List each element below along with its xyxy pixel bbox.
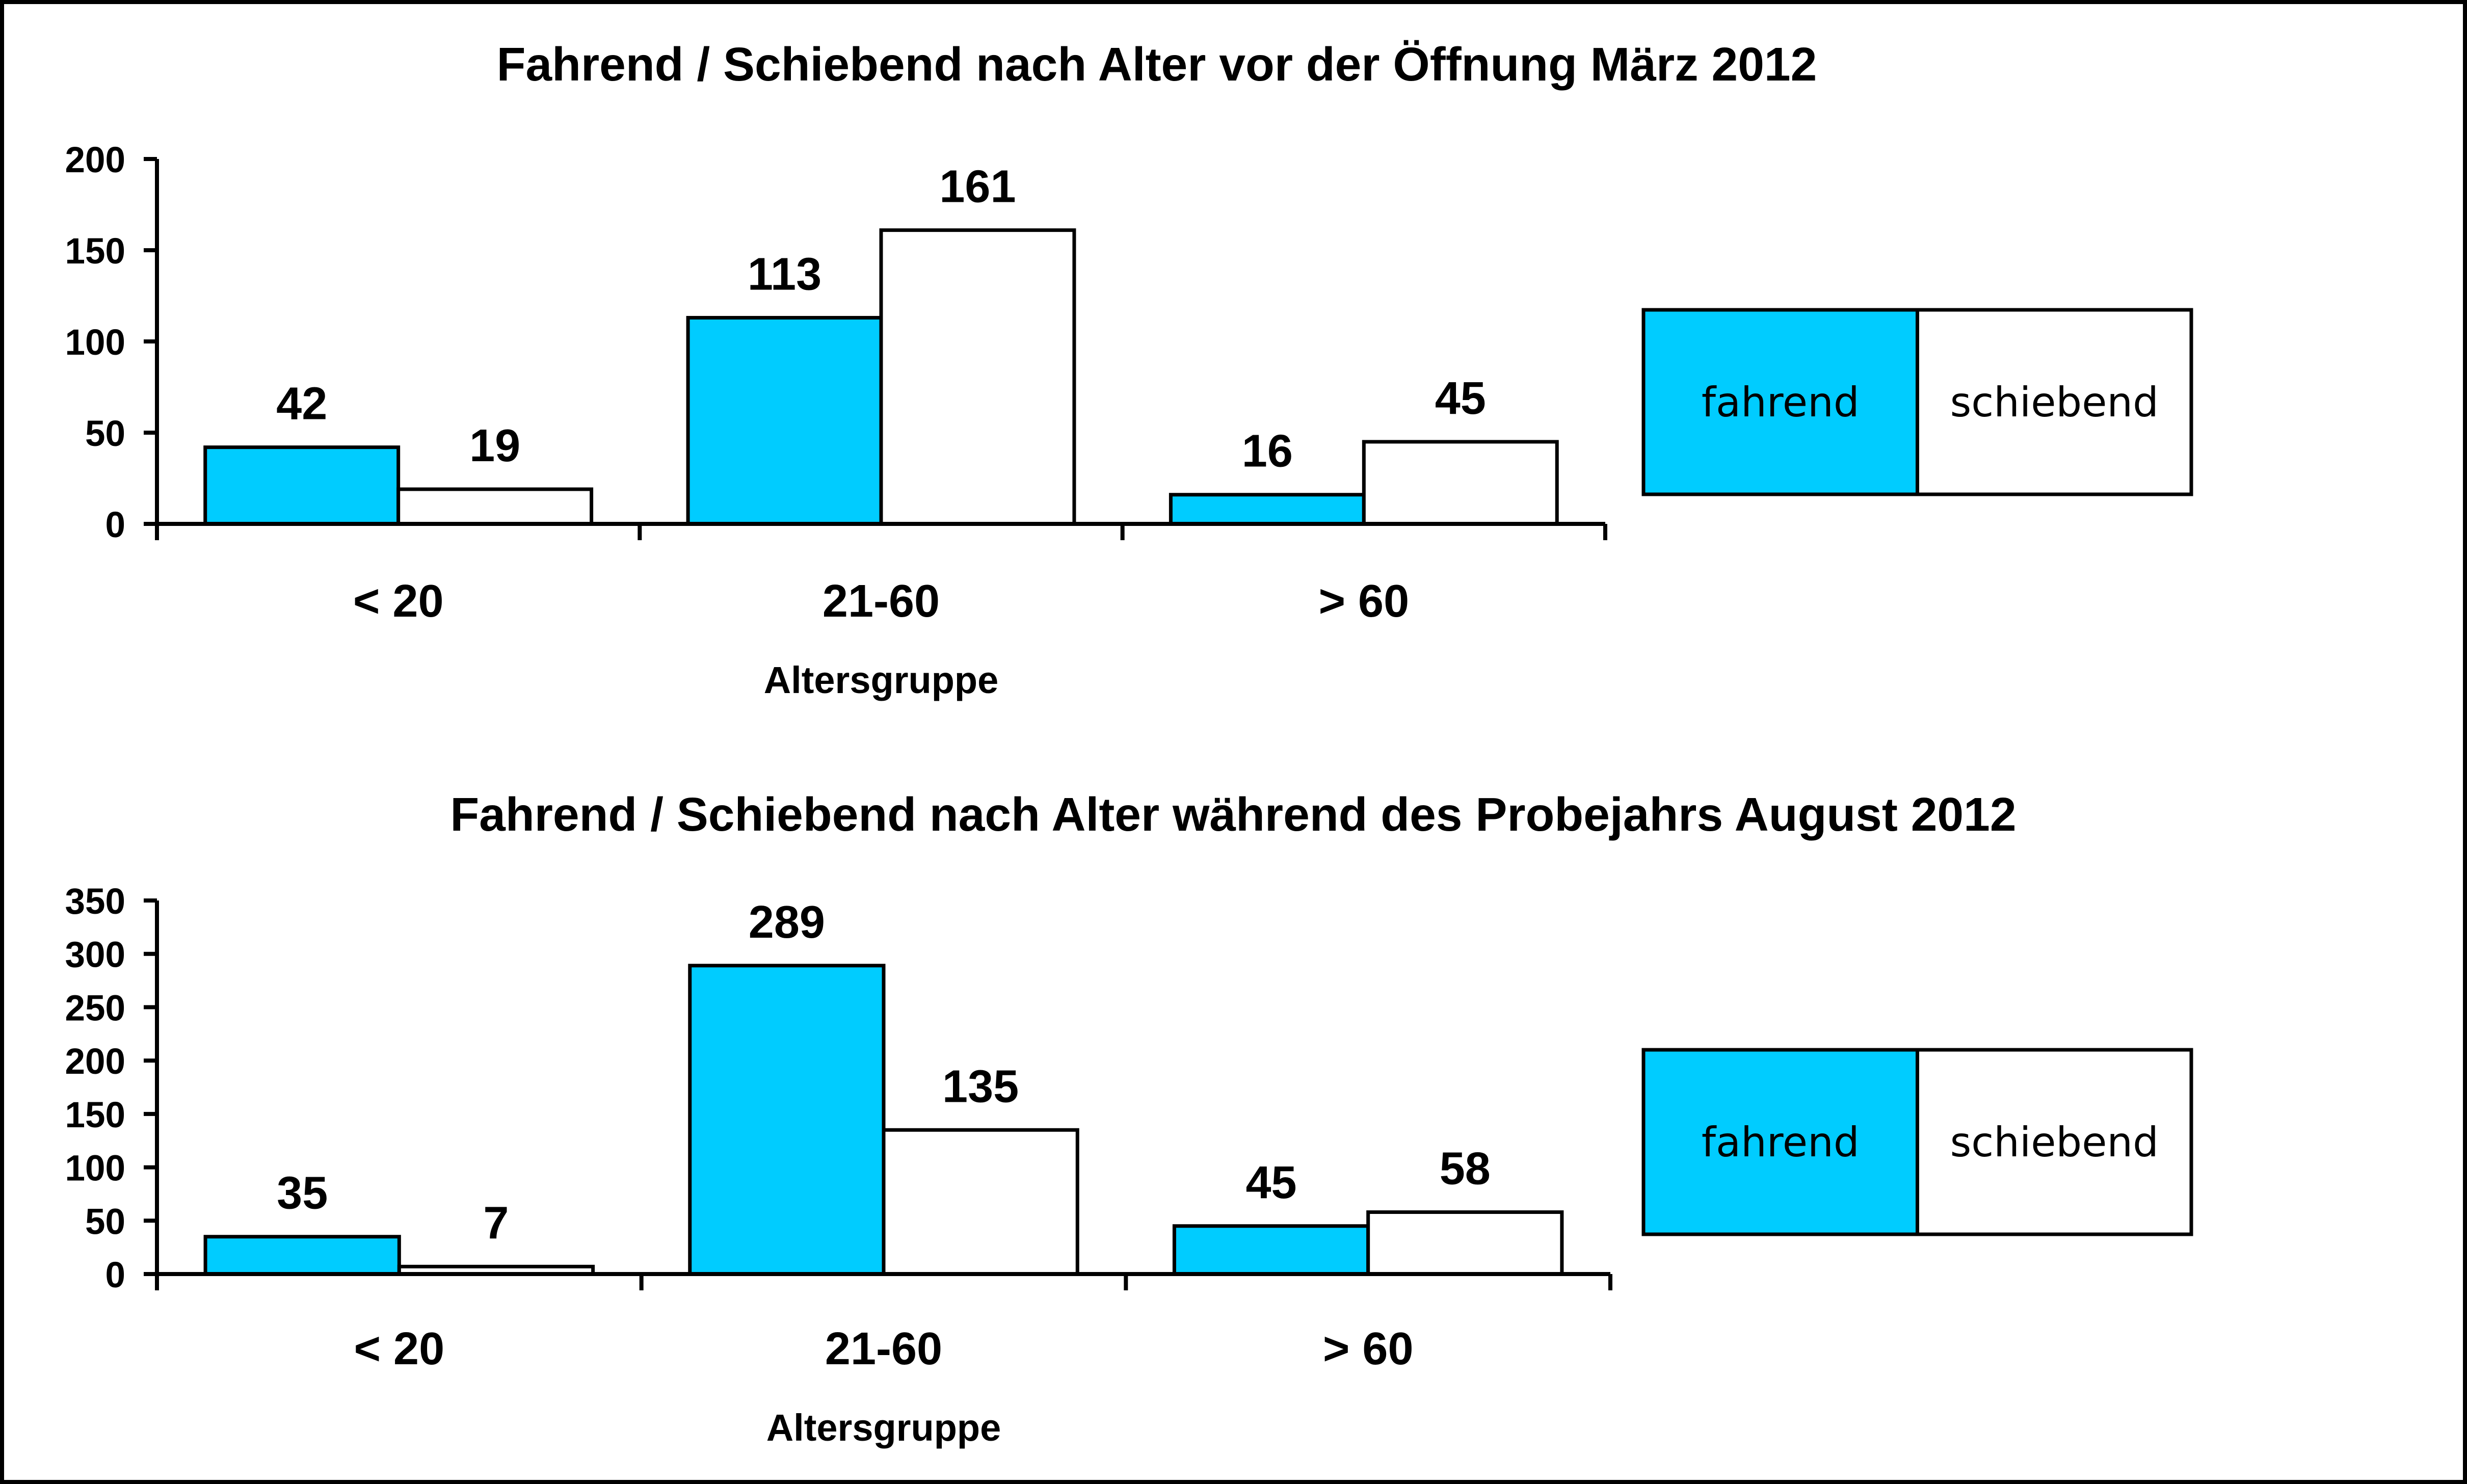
bar-fahrend-2	[686, 315, 883, 526]
y-tick-label-group: 0 50 100 150 200 250 300 350	[65, 882, 125, 1295]
data-label-fahrend-1: 35	[277, 1168, 328, 1219]
category-label: > 60	[1318, 576, 1409, 627]
y-tick-label: 250	[65, 988, 125, 1028]
bar-schiebend-3	[1366, 1210, 1564, 1276]
bar-group	[203, 964, 1564, 1276]
x-axis-title: Altersgruppe	[766, 1407, 1001, 1449]
y-tick-label: 350	[65, 882, 125, 922]
y-tick-label: 50	[85, 1202, 125, 1242]
legend-label-schiebend: schiebend	[1950, 1119, 2159, 1166]
y-tick-label: 150	[65, 231, 125, 272]
data-label-schiebend-1: 19	[469, 420, 520, 471]
bar-fahrend-3	[1169, 493, 1366, 526]
axes-group	[144, 898, 1612, 1290]
bar-schiebend-2	[879, 228, 1076, 526]
bar-fahrend-1	[203, 445, 401, 526]
legend-swatch-schiebend	[1916, 308, 2193, 496]
chart-title: Fahrend / Schiebend nach Alter während d…	[450, 788, 2016, 841]
data-label-fahrend-2: 289	[749, 897, 825, 948]
data-label-fahrend-3: 45	[1245, 1157, 1296, 1208]
x-axis-title: Altersgruppe	[764, 659, 999, 701]
legend-label-fahrend: fahrend	[1702, 1119, 1860, 1166]
y-tick-label: 300	[65, 935, 125, 975]
data-label-schiebend-3: 58	[1440, 1144, 1491, 1195]
y-tick-label: 100	[65, 323, 125, 363]
data-label-group: 35 7 289 135 45 58	[277, 897, 1491, 1249]
legend: fahrend schiebend	[1641, 1048, 2193, 1236]
legend: fahrend schiebend	[1641, 308, 2193, 496]
y-tick-label: 100	[65, 1149, 125, 1189]
category-label: < 20	[353, 576, 444, 627]
legend-label-schiebend: schiebend	[1950, 379, 2159, 426]
category-label-group: < 20 21-60 > 60	[354, 1323, 1413, 1374]
data-label-group: 42 19 113 161 16 45	[276, 162, 1486, 477]
y-tick-label: 200	[65, 1042, 125, 1082]
category-label: 21-60	[823, 576, 940, 627]
y-tick-label: 0	[105, 1255, 126, 1295]
chart-title: Fahrend / Schiebend nach Alter vor der Ö…	[497, 38, 1817, 91]
data-label-schiebend-2: 135	[942, 1061, 1019, 1112]
chart-1-before-opening: Fahrend / Schiebend nach Alter vor der Ö…	[65, 38, 2193, 701]
bar-fahrend-1	[203, 1235, 401, 1276]
data-label-fahrend-2: 113	[748, 249, 821, 300]
data-label-schiebend-1: 7	[483, 1198, 509, 1249]
legend-swatch-schiebend	[1916, 1048, 2193, 1236]
category-label-group: < 20 21-60 > 60	[353, 576, 1409, 627]
category-label: > 60	[1323, 1323, 1414, 1374]
data-label-schiebend-2: 161	[939, 162, 1016, 213]
bar-schiebend-2	[882, 1128, 1079, 1276]
category-label: 21-60	[825, 1323, 942, 1374]
y-tick-label: 150	[65, 1095, 125, 1135]
y-tick-label-group: 0 50 100 150 200	[65, 140, 125, 545]
data-label-schiebend-3: 45	[1435, 373, 1486, 424]
legend-swatch-fahrend	[1641, 308, 1919, 496]
bar-fahrend-3	[1172, 1224, 1370, 1276]
bar-group	[203, 228, 1559, 526]
chart-2-trial-year: Fahrend / Schiebend nach Alter während d…	[65, 788, 2193, 1449]
legend-swatch-fahrend	[1641, 1048, 1919, 1236]
legend-label-fahrend: fahrend	[1702, 379, 1860, 426]
y-tick-label: 0	[105, 505, 126, 545]
y-tick-label: 200	[65, 140, 125, 180]
bar-schiebend-3	[1362, 440, 1559, 526]
category-label: < 20	[354, 1323, 444, 1374]
data-label-fahrend-3: 16	[1242, 426, 1293, 477]
bar-fahrend-2	[688, 964, 886, 1276]
bar-schiebend-1	[396, 487, 594, 526]
data-label-fahrend-1: 42	[276, 379, 327, 430]
y-tick-label: 50	[85, 414, 125, 454]
axes-group	[144, 157, 1607, 540]
